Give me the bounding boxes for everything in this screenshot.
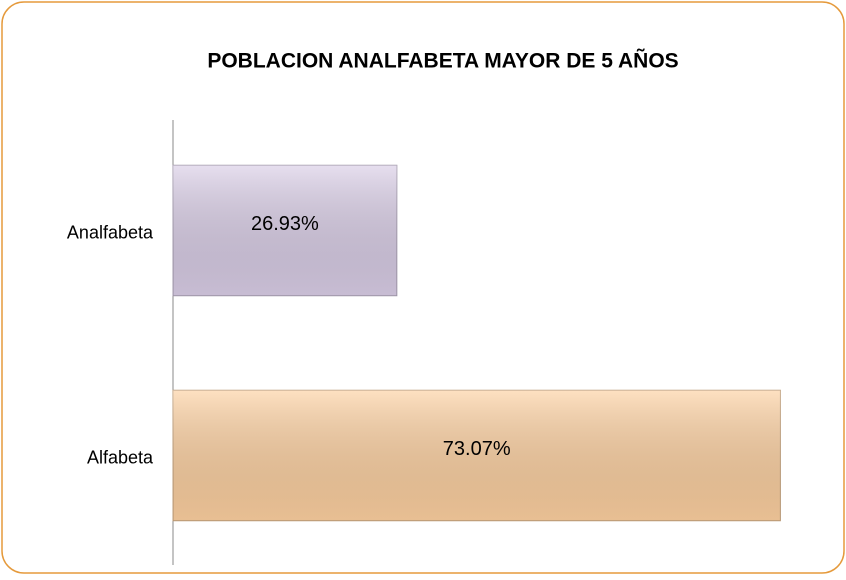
bar-shine <box>173 390 781 521</box>
chart-title: POBLACION ANALFABETA MAYOR DE 5 AÑOS <box>207 50 678 73</box>
y-tick-label: Alfabeta <box>87 447 154 467</box>
data-label: 73.07% <box>443 438 511 460</box>
data-label: 26.93% <box>251 213 319 235</box>
y-tick-label: Analfabeta <box>67 222 154 242</box>
bar-shine <box>173 165 397 296</box>
